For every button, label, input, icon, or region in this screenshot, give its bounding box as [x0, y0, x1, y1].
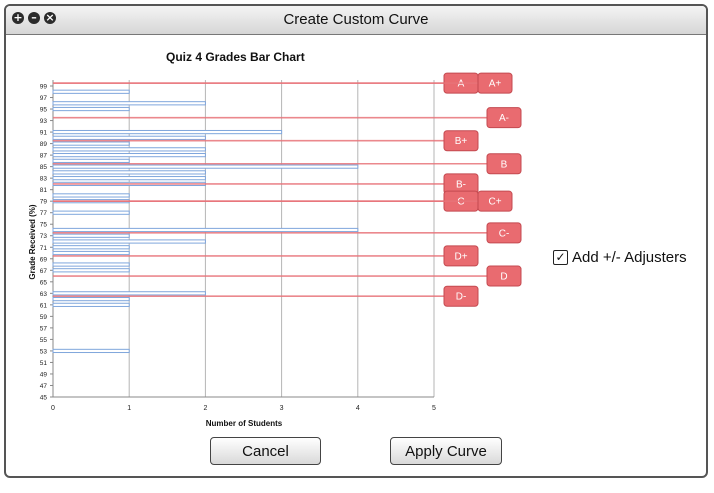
- y-tick-label: 83: [40, 176, 48, 183]
- bar: [52, 135, 206, 140]
- y-tick-label: 99: [40, 84, 48, 91]
- adjusters-toggle[interactable]: ✓ Add +/- Adjusters: [553, 249, 687, 266]
- bar: [52, 348, 130, 354]
- cutoff-tag: [486, 153, 522, 175]
- y-tick-label: 45: [40, 395, 48, 402]
- cutoff-tag: [486, 222, 522, 244]
- cutoff-tag: [443, 285, 479, 307]
- bar: [52, 158, 130, 163]
- cutoff-tag: [486, 107, 522, 129]
- bar: [52, 141, 130, 146]
- y-tick-label: 55: [40, 337, 48, 344]
- y-tick-label: 57: [40, 325, 48, 332]
- cutoff-tag-label: D+: [454, 251, 467, 262]
- bar: [52, 250, 130, 256]
- cancel-button[interactable]: Cancel: [210, 437, 321, 465]
- y-tick-label: 89: [40, 141, 48, 148]
- cutoff-tag-label: A+: [489, 79, 502, 90]
- y-tick-label: 85: [40, 164, 48, 171]
- window-title: Create Custom Curve: [283, 11, 429, 28]
- bar: [52, 89, 130, 94]
- cutoff-tag: [443, 130, 479, 152]
- cutoff-tag: [477, 190, 513, 212]
- cutoff-tag-label: A: [458, 79, 465, 90]
- cutoff-tag-label: B: [501, 159, 508, 170]
- x-tick-label: 4: [356, 405, 360, 412]
- x-tick-label: 2: [203, 405, 207, 412]
- bar: [52, 193, 130, 198]
- title-bar: + – × Create Custom Curve: [6, 6, 706, 35]
- y-tick-label: 95: [40, 107, 48, 114]
- y-tick-label: 97: [40, 95, 48, 102]
- bar: [52, 147, 206, 152]
- cutoff-tag-label: D: [500, 272, 507, 283]
- cutoff-tag-label: C+: [488, 197, 501, 208]
- y-tick-label: 77: [40, 210, 48, 217]
- x-tick-label: 5: [432, 405, 436, 412]
- y-tick-label: 75: [40, 222, 48, 229]
- x-tick-label: 3: [280, 405, 284, 412]
- x-axis-title: Number of Students: [206, 419, 283, 428]
- bar: [52, 164, 359, 169]
- y-tick-label: 47: [40, 383, 48, 390]
- x-tick-label: 1: [127, 405, 131, 412]
- y-tick-label: 53: [40, 348, 48, 355]
- chart-title: Quiz 4 Grades Bar Chart: [166, 50, 305, 64]
- bar: [52, 210, 130, 215]
- bar: [52, 101, 206, 106]
- bar: [52, 227, 359, 233]
- cutoff-tag: [443, 245, 479, 267]
- adjusters-checkbox[interactable]: ✓: [553, 250, 568, 265]
- bar: [52, 268, 130, 273]
- y-tick-label: 69: [40, 256, 48, 263]
- cutoff-tag-label: A-: [499, 113, 509, 124]
- y-tick-label: 51: [40, 360, 48, 367]
- y-tick-label: 65: [40, 279, 48, 286]
- cutoff-tag-label: B+: [455, 136, 468, 147]
- y-tick-label: 79: [40, 199, 48, 206]
- minimize-icon[interactable]: –: [28, 12, 40, 24]
- y-tick-label: 93: [40, 118, 48, 125]
- y-tick-label: 61: [40, 302, 48, 309]
- y-axis-title: Grade Received (%): [28, 204, 37, 279]
- y-tick-label: 71: [40, 245, 48, 252]
- cutoff-tag: [477, 72, 513, 94]
- bar: [52, 106, 130, 112]
- bar: [52, 239, 206, 244]
- bar: [52, 262, 130, 267]
- bar: [52, 170, 206, 175]
- bar: [52, 245, 130, 250]
- add-icon[interactable]: +: [12, 11, 24, 24]
- cutoff-tag: [486, 265, 522, 287]
- cutoff-tag-label: C-: [499, 228, 510, 239]
- bar: [52, 291, 206, 296]
- y-tick-label: 67: [40, 268, 48, 275]
- bar: [52, 153, 206, 158]
- x-tick-label: 0: [51, 405, 55, 412]
- close-icon[interactable]: ×: [44, 11, 56, 24]
- bar: [52, 302, 130, 307]
- apply-curve-button[interactable]: Apply Curve: [390, 437, 502, 465]
- y-tick-label: 63: [40, 291, 48, 298]
- adjusters-label: Add +/- Adjusters: [572, 249, 687, 266]
- y-tick-label: 59: [40, 314, 48, 321]
- y-tick-label: 73: [40, 233, 48, 240]
- y-tick-label: 49: [40, 371, 48, 378]
- cutoff-tag-label: B-: [456, 179, 466, 190]
- bar: [52, 296, 130, 302]
- cutoff-tag-label: C: [457, 197, 464, 208]
- y-tick-label: 81: [40, 187, 48, 194]
- y-tick-label: 87: [40, 153, 48, 160]
- bar: [52, 176, 206, 181]
- bar: [52, 129, 283, 135]
- y-tick-label: 91: [40, 130, 48, 137]
- bar: [52, 233, 130, 238]
- cutoff-tag-label: D-: [456, 292, 467, 303]
